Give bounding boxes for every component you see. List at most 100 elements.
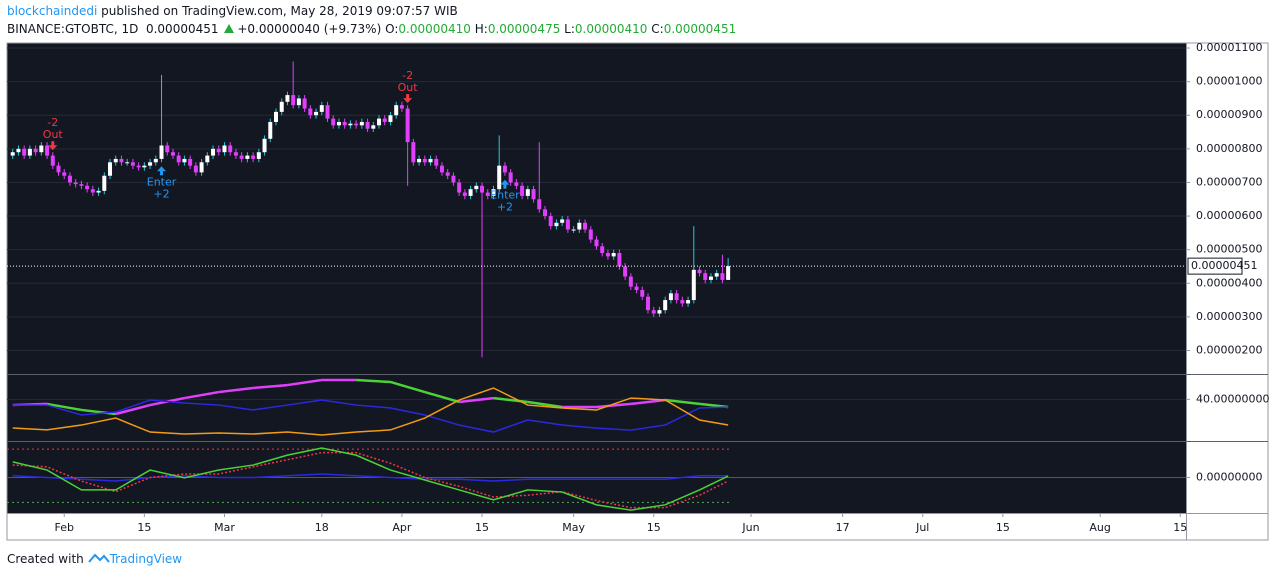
x-tick-label: May <box>562 521 585 534</box>
candle-body <box>228 145 233 153</box>
annotation-arrow <box>403 94 413 104</box>
candle-body <box>686 300 691 304</box>
indicator-line <box>12 399 729 433</box>
x-tick-label: 17 <box>836 521 850 534</box>
candle-body <box>85 185 90 190</box>
x-tick-label: Aug <box>1089 521 1110 534</box>
candle-body <box>451 175 456 183</box>
candle-body <box>445 172 450 176</box>
ohlc-value: 0.00000410 <box>574 22 648 36</box>
candle-body <box>468 189 473 196</box>
candle-body <box>417 158 422 163</box>
candle-body <box>193 165 198 173</box>
chart: Feb 15 Mar 18 Apr 15 May 15 Jun 17 Jul 15 Aug 15 0.000… <box>6 41 1269 541</box>
candle-body <box>565 219 570 230</box>
symbol: BINANCE:GTOBTC, 1D <box>7 22 139 36</box>
y-tick-label: 0.00000500 <box>1196 243 1262 256</box>
annotation-label: Enter <box>490 189 520 202</box>
indicator-segment <box>596 402 631 409</box>
candle-body <box>325 105 330 119</box>
annotation-label: Out <box>43 128 64 141</box>
candle-body <box>548 216 553 227</box>
candle-body <box>331 118 336 126</box>
candle-body <box>319 105 324 112</box>
candle-body <box>474 185 479 190</box>
candle-body <box>136 165 141 168</box>
y-tick-label: 0.00000400 <box>1196 276 1262 289</box>
candle-body <box>542 209 547 217</box>
candle-body <box>233 152 238 156</box>
candle-body <box>411 142 416 163</box>
candle-body <box>130 162 135 166</box>
candle-body <box>348 123 353 126</box>
candle-body <box>388 115 393 122</box>
x-tick-label: 15 <box>1173 521 1187 534</box>
last-price-box <box>1187 257 1243 275</box>
y-tick-label: 0.00000300 <box>1196 310 1262 323</box>
candle-body <box>382 118 387 122</box>
annotation-count: -2 <box>402 69 413 82</box>
candle-body <box>39 145 44 153</box>
candle-body <box>153 158 158 163</box>
y-tick-label: 0.00001100 <box>1196 41 1262 54</box>
candle-body <box>640 289 645 297</box>
x-tick-label: 15 <box>137 521 151 534</box>
candle-body <box>199 162 204 173</box>
candle-body <box>560 219 565 223</box>
indicator-segment <box>252 383 288 390</box>
candle-body <box>457 182 462 193</box>
up-triangle <box>224 24 235 33</box>
candle-body <box>10 152 15 156</box>
indicator-segment <box>527 400 563 409</box>
candle-body <box>142 165 147 168</box>
ohlc-label: C: <box>651 22 664 36</box>
candle-body <box>90 189 95 193</box>
candle-body <box>605 253 610 257</box>
annotation-arrow <box>500 179 510 189</box>
indicator-segment <box>493 396 528 404</box>
indicator-segment <box>424 390 460 404</box>
candle-body <box>45 145 50 156</box>
ohlc: O:0.00000410 H:0.00000475 L:0.00000410 C… <box>385 22 736 36</box>
x-tick-label: 15 <box>996 521 1010 534</box>
candle-body <box>634 286 639 290</box>
y-tick-label: 0.00000900 <box>1196 108 1262 121</box>
candle-body <box>354 123 359 126</box>
ohlc-label: H: <box>474 22 488 36</box>
candle-body <box>245 155 250 159</box>
frame <box>6 42 1269 541</box>
author: blockchaindedi <box>7 4 98 18</box>
candle-body <box>365 121 370 129</box>
candle-body <box>211 148 216 156</box>
price: 0.00000451 <box>145 22 219 36</box>
candle-body <box>520 185 525 196</box>
candle-body <box>96 190 101 193</box>
candle-body <box>176 155 181 163</box>
candle-body <box>102 175 107 191</box>
candle-body <box>594 239 599 247</box>
candle-body <box>108 162 113 176</box>
annotation-arrow <box>48 141 58 151</box>
candle-body <box>422 158 427 163</box>
candle-body <box>691 269 696 301</box>
candle-body <box>714 273 719 277</box>
indicator-segment <box>390 380 426 394</box>
indicator-segment <box>115 403 151 416</box>
x-tick-label: Feb <box>54 521 73 534</box>
candle-body <box>251 155 256 159</box>
candle-body <box>170 152 175 156</box>
indicator-line <box>12 447 729 511</box>
candle-body <box>216 148 221 153</box>
candle-body <box>314 111 319 116</box>
candle-body <box>577 222 582 230</box>
candle-body <box>434 158 439 166</box>
indicator-segment <box>630 398 666 406</box>
candle-body <box>377 118 382 126</box>
candle-body <box>617 253 622 267</box>
candle-body <box>27 148 32 156</box>
candle-body <box>262 138 267 153</box>
candle-body <box>119 158 124 163</box>
annotation-label: Out <box>398 81 419 94</box>
candle-body <box>268 121 273 139</box>
candle-body <box>359 121 364 126</box>
